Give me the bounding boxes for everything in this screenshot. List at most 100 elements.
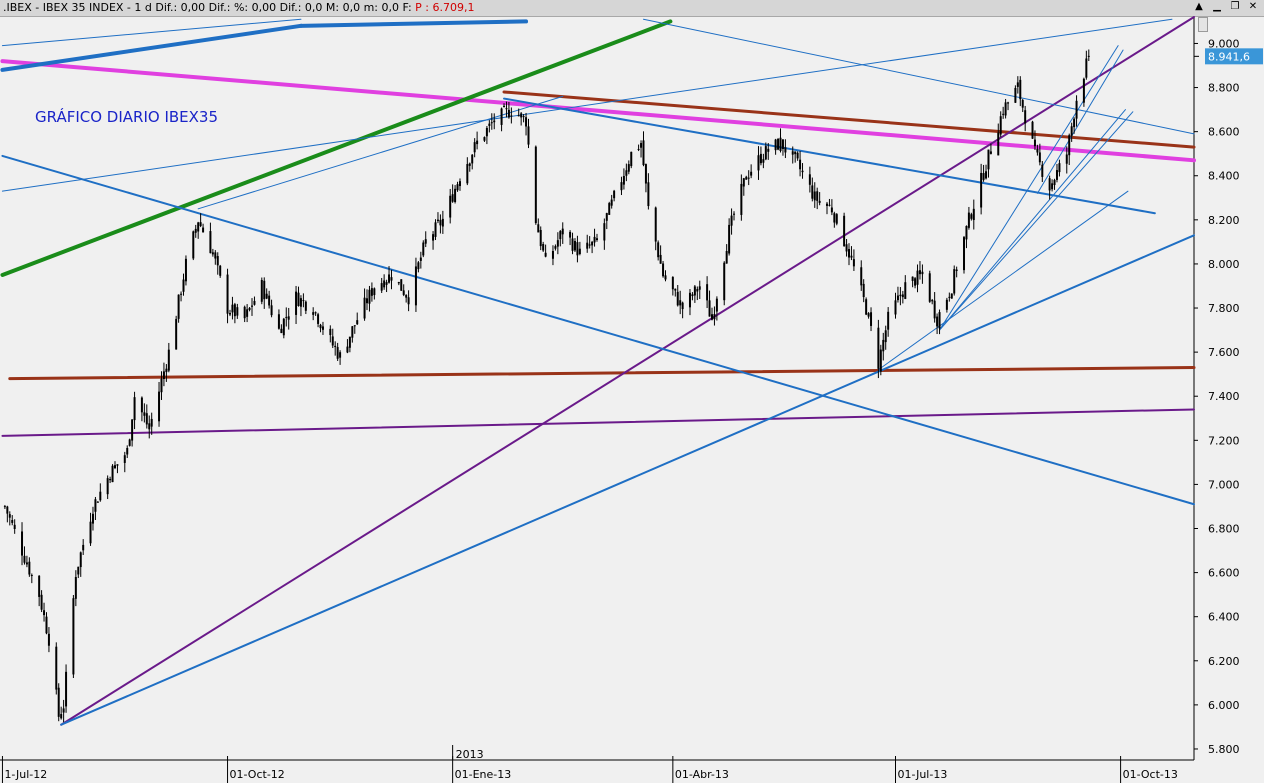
bar-body — [911, 276, 914, 281]
bar-body — [894, 300, 897, 315]
window-title-bar: .IBEX - IBEX 35 INDEX - 1 d Dif.: 0,00 D… — [0, 0, 1264, 17]
bar-body — [388, 274, 391, 283]
bar-body — [818, 200, 821, 203]
bar-body — [96, 501, 99, 503]
bar-body — [339, 352, 342, 358]
bar-body — [28, 561, 31, 575]
trendline — [0, 19, 673, 277]
bar-body — [933, 300, 936, 319]
bar-body — [402, 290, 405, 295]
bar-body — [710, 314, 713, 320]
bar-body — [317, 314, 320, 324]
bar-body — [140, 397, 143, 413]
bar-body — [228, 313, 231, 315]
bar-body — [253, 300, 256, 305]
minimize-icon[interactable]: ▁ — [1213, 1, 1221, 12]
bar-body — [158, 391, 161, 422]
bar-body — [123, 455, 126, 463]
bar-body — [762, 159, 765, 163]
bar-body — [1075, 100, 1078, 119]
y-tick-label: 8.400 — [1208, 170, 1240, 183]
close-icon[interactable]: ✕ — [1248, 1, 1258, 12]
x-tick-label: 01-Oct-12 — [230, 768, 285, 781]
bar-body — [781, 139, 784, 149]
trendlines — [0, 16, 1196, 726]
bar-body — [825, 203, 828, 206]
bar-body — [233, 304, 236, 317]
bar-body — [882, 339, 885, 352]
bar-body — [985, 171, 988, 179]
bar-body — [263, 280, 266, 300]
bar-body — [248, 307, 251, 310]
bar-body — [490, 122, 493, 124]
y-tick-label: 6.600 — [1208, 567, 1240, 580]
bar-body — [965, 225, 968, 240]
bar-body — [713, 314, 716, 320]
bar-body — [1038, 152, 1041, 163]
bar-body — [539, 229, 542, 247]
bar-body — [38, 575, 41, 597]
bar-body — [297, 292, 300, 306]
x-tick-label: 01-Oct-13 — [1123, 768, 1178, 781]
bar-body — [145, 413, 148, 425]
bar-body — [336, 347, 339, 359]
bar-body — [265, 293, 268, 299]
bar-body — [596, 238, 598, 240]
bar-body — [167, 349, 170, 371]
bar-body — [417, 262, 420, 270]
bar-body — [989, 151, 992, 154]
bar-body — [610, 199, 613, 206]
bar-body — [811, 185, 814, 199]
bar-body — [852, 259, 855, 267]
bar-body — [904, 282, 907, 299]
bar-body — [1033, 139, 1036, 147]
bar-body — [657, 242, 660, 258]
bar-body — [674, 288, 677, 291]
bar-body — [194, 228, 197, 233]
bar-body — [774, 139, 777, 151]
bar-body — [109, 478, 112, 481]
window-title: .IBEX - IBEX 35 INDEX - 1 d Dif.: 0,00 D… — [3, 0, 474, 16]
bar-body — [569, 231, 572, 238]
bar-body — [348, 336, 351, 348]
bar-body — [321, 326, 324, 330]
x-tick-label: 01-Jul-13 — [898, 768, 948, 781]
trendline — [298, 19, 529, 28]
bar-body — [65, 671, 68, 707]
price-scale-handle[interactable] — [1198, 17, 1208, 32]
chart-axes: 5.800 6.000 6.200 6.400 6.600 6.800 7.000 7.200… — [0, 17, 1240, 783]
bar-body — [314, 312, 317, 314]
bar-body — [870, 312, 873, 326]
bar-body — [860, 267, 863, 286]
bar-body — [963, 237, 966, 271]
trendline — [60, 234, 1195, 726]
trendline — [1, 154, 1195, 506]
bar-body — [180, 293, 183, 295]
bar-body — [23, 555, 26, 563]
bar-body — [867, 313, 870, 317]
y-tick-label: 6.400 — [1208, 611, 1240, 624]
bar-body — [370, 288, 373, 296]
bar-body — [953, 269, 956, 294]
bar-body — [368, 289, 371, 304]
bar-body — [441, 218, 444, 227]
bar-body — [43, 610, 46, 616]
bar-body — [236, 307, 239, 316]
bar-body — [454, 188, 457, 203]
bar-body — [723, 262, 726, 301]
bar-body — [945, 299, 948, 310]
bar-body — [896, 295, 899, 301]
bar-body — [835, 214, 838, 224]
bar-body — [559, 231, 562, 240]
bar-body — [715, 298, 718, 312]
scroll-up-icon[interactable]: ▲ — [1195, 1, 1203, 12]
restore-icon[interactable]: ❐ — [1230, 1, 1240, 12]
bar-body — [202, 227, 205, 233]
bar-body — [556, 240, 559, 247]
bar-body — [47, 633, 50, 646]
bar-body — [1053, 179, 1056, 186]
bar-body — [106, 478, 109, 495]
bar-body — [488, 123, 491, 126]
bar-body — [664, 275, 667, 280]
bar-body — [914, 278, 917, 286]
